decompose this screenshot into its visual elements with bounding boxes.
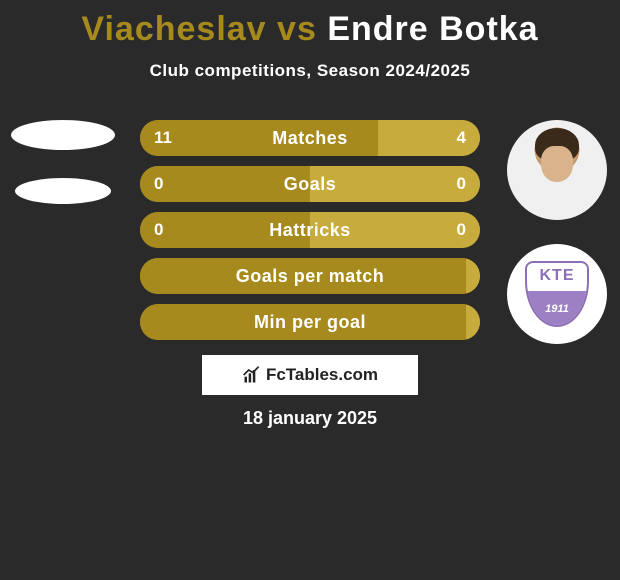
stat-bar-right-seg: 4 [378, 120, 480, 156]
stat-bar-row: Min per goal [140, 304, 480, 340]
stat-bar-left-value: 11 [154, 128, 172, 148]
stat-bar-right-seg: 0 [310, 166, 480, 202]
stat-bar-row: 00Hattricks [140, 212, 480, 248]
subtitle: Club competitions, Season 2024/2025 [0, 61, 620, 81]
stat-bar-row: 114Matches [140, 120, 480, 156]
title-player-right: Endre Botka [327, 10, 538, 48]
stat-bar-row: Goals per match [140, 258, 480, 294]
stat-bar-left-seg: 0 [140, 212, 310, 248]
stat-bar-left-seg [140, 258, 466, 294]
watermark-text: FcTables.com [266, 365, 378, 385]
page-title: Viacheslav vs Endre Botka [0, 0, 620, 49]
stat-bars: 114Matches00Goals00HattricksGoals per ma… [140, 120, 480, 350]
stat-bar-right-value: 0 [457, 220, 466, 240]
stat-bar-right-seg [466, 304, 480, 340]
left-avatar-column [8, 120, 118, 228]
chart-icon [242, 365, 262, 385]
stat-bar-left-seg: 0 [140, 166, 310, 202]
stat-bar-right-seg: 0 [310, 212, 480, 248]
right-player-avatar [507, 120, 607, 220]
date: 18 january 2025 [0, 408, 620, 429]
club-year: 1911 [527, 303, 587, 315]
stat-bar-right-value: 4 [457, 128, 466, 148]
right-club-avatar: KTE 1911 [507, 244, 607, 344]
stat-bar-row: 00Goals [140, 166, 480, 202]
left-club-avatar-placeholder [15, 178, 111, 204]
title-player-left: Viacheslav [81, 10, 266, 48]
stat-bar-right-seg [466, 258, 480, 294]
stat-bar-left-seg: 11 [140, 120, 378, 156]
left-player-avatar-placeholder [11, 120, 115, 150]
stat-bar-right-value: 0 [457, 174, 466, 194]
stat-bar-left-value: 0 [154, 174, 163, 194]
watermark: FcTables.com [202, 355, 418, 395]
stat-bar-left-seg [140, 304, 466, 340]
title-vs: vs [277, 10, 317, 48]
stat-bar-left-value: 0 [154, 220, 163, 240]
right-avatar-column: KTE 1911 [502, 120, 612, 368]
club-abbrev: KTE [527, 267, 587, 285]
club-shield: KTE 1911 [525, 261, 589, 327]
